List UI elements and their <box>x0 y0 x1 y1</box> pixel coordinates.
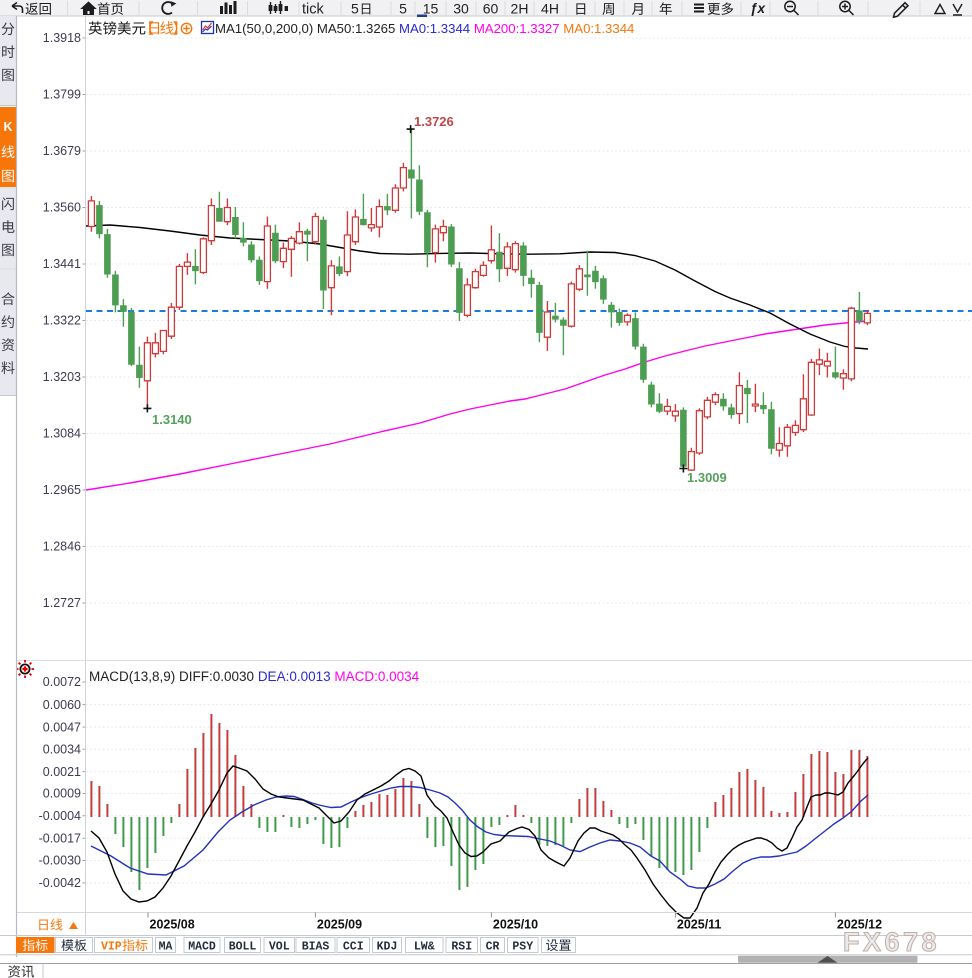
svg-text:BIAS: BIAS <box>302 941 330 954</box>
svg-text:-0.0004: -0.0004 <box>39 809 81 823</box>
svg-text:1.3799: 1.3799 <box>43 88 81 102</box>
svg-text:KDJ: KDJ <box>377 941 398 954</box>
svg-text:1.3084: 1.3084 <box>43 427 81 441</box>
svg-text:1.3203: 1.3203 <box>43 370 81 384</box>
svg-text:-0.0017: -0.0017 <box>39 831 81 845</box>
svg-text:2H: 2H <box>511 1 529 17</box>
svg-text:1.3441: 1.3441 <box>43 257 81 271</box>
svg-text:2025/12: 2025/12 <box>837 918 882 932</box>
svg-text:0.0060: 0.0060 <box>43 698 81 712</box>
svg-text:1.2965: 1.2965 <box>43 483 81 497</box>
svg-text:0.0034: 0.0034 <box>43 743 81 757</box>
svg-text:0.0021: 0.0021 <box>43 765 81 779</box>
svg-text:1.3009: 1.3009 <box>687 470 727 485</box>
svg-text:2025/08: 2025/08 <box>150 918 195 932</box>
svg-text:CCI: CCI <box>343 941 364 954</box>
svg-text:1.3679: 1.3679 <box>43 144 81 158</box>
svg-text:VIP: VIP <box>101 941 122 954</box>
svg-text:RSI: RSI <box>451 941 472 954</box>
svg-text:4H: 4H <box>541 1 559 17</box>
svg-text:MACD: MACD <box>188 941 216 954</box>
svg-text:2025/11: 2025/11 <box>677 918 722 932</box>
svg-text:CR: CR <box>486 941 500 954</box>
svg-text:0.0009: 0.0009 <box>43 787 81 801</box>
svg-text:-0.0042: -0.0042 <box>39 876 81 890</box>
svg-text:tick: tick <box>302 2 325 18</box>
svg-text:BOLL: BOLL <box>229 941 257 954</box>
svg-text:MA1(50,0,200,0) MA50:1.3265 MA: MA1(50,0,200,0) MA50:1.3265 MA0:1.3344 M… <box>215 21 634 36</box>
svg-text:-0.0030: -0.0030 <box>39 854 81 868</box>
svg-text:5: 5 <box>351 1 359 17</box>
svg-text:60: 60 <box>483 1 499 17</box>
svg-text:2025/09: 2025/09 <box>317 918 362 932</box>
svg-text:ƒx: ƒx <box>750 1 766 16</box>
svg-text:VOL: VOL <box>269 941 290 954</box>
svg-text:1.3918: 1.3918 <box>43 31 81 45</box>
svg-text:LW&: LW& <box>414 941 435 954</box>
svg-text:2025/10: 2025/10 <box>493 918 538 932</box>
svg-text:0.0047: 0.0047 <box>43 720 81 734</box>
svg-text:1.2727: 1.2727 <box>43 596 81 610</box>
svg-text:MACD(13,8,9) DIFF:0.0030 DEA:0: MACD(13,8,9) DIFF:0.0030 DEA:0.0013 MACD… <box>89 669 420 684</box>
svg-text:K: K <box>3 120 12 134</box>
svg-text:1.2846: 1.2846 <box>43 540 81 554</box>
svg-text:1.3726: 1.3726 <box>414 114 454 129</box>
svg-text:5: 5 <box>399 1 407 17</box>
svg-text:PSY: PSY <box>512 941 533 954</box>
svg-text:FX678: FX678 <box>843 927 940 957</box>
svg-text:1.3560: 1.3560 <box>43 201 81 215</box>
svg-text:1.3322: 1.3322 <box>43 314 81 328</box>
svg-text:0.0072: 0.0072 <box>43 675 81 689</box>
svg-text:15: 15 <box>423 1 439 17</box>
svg-text:MA: MA <box>159 941 173 954</box>
svg-text:30: 30 <box>453 1 469 17</box>
svg-text:1.3140: 1.3140 <box>152 412 192 427</box>
